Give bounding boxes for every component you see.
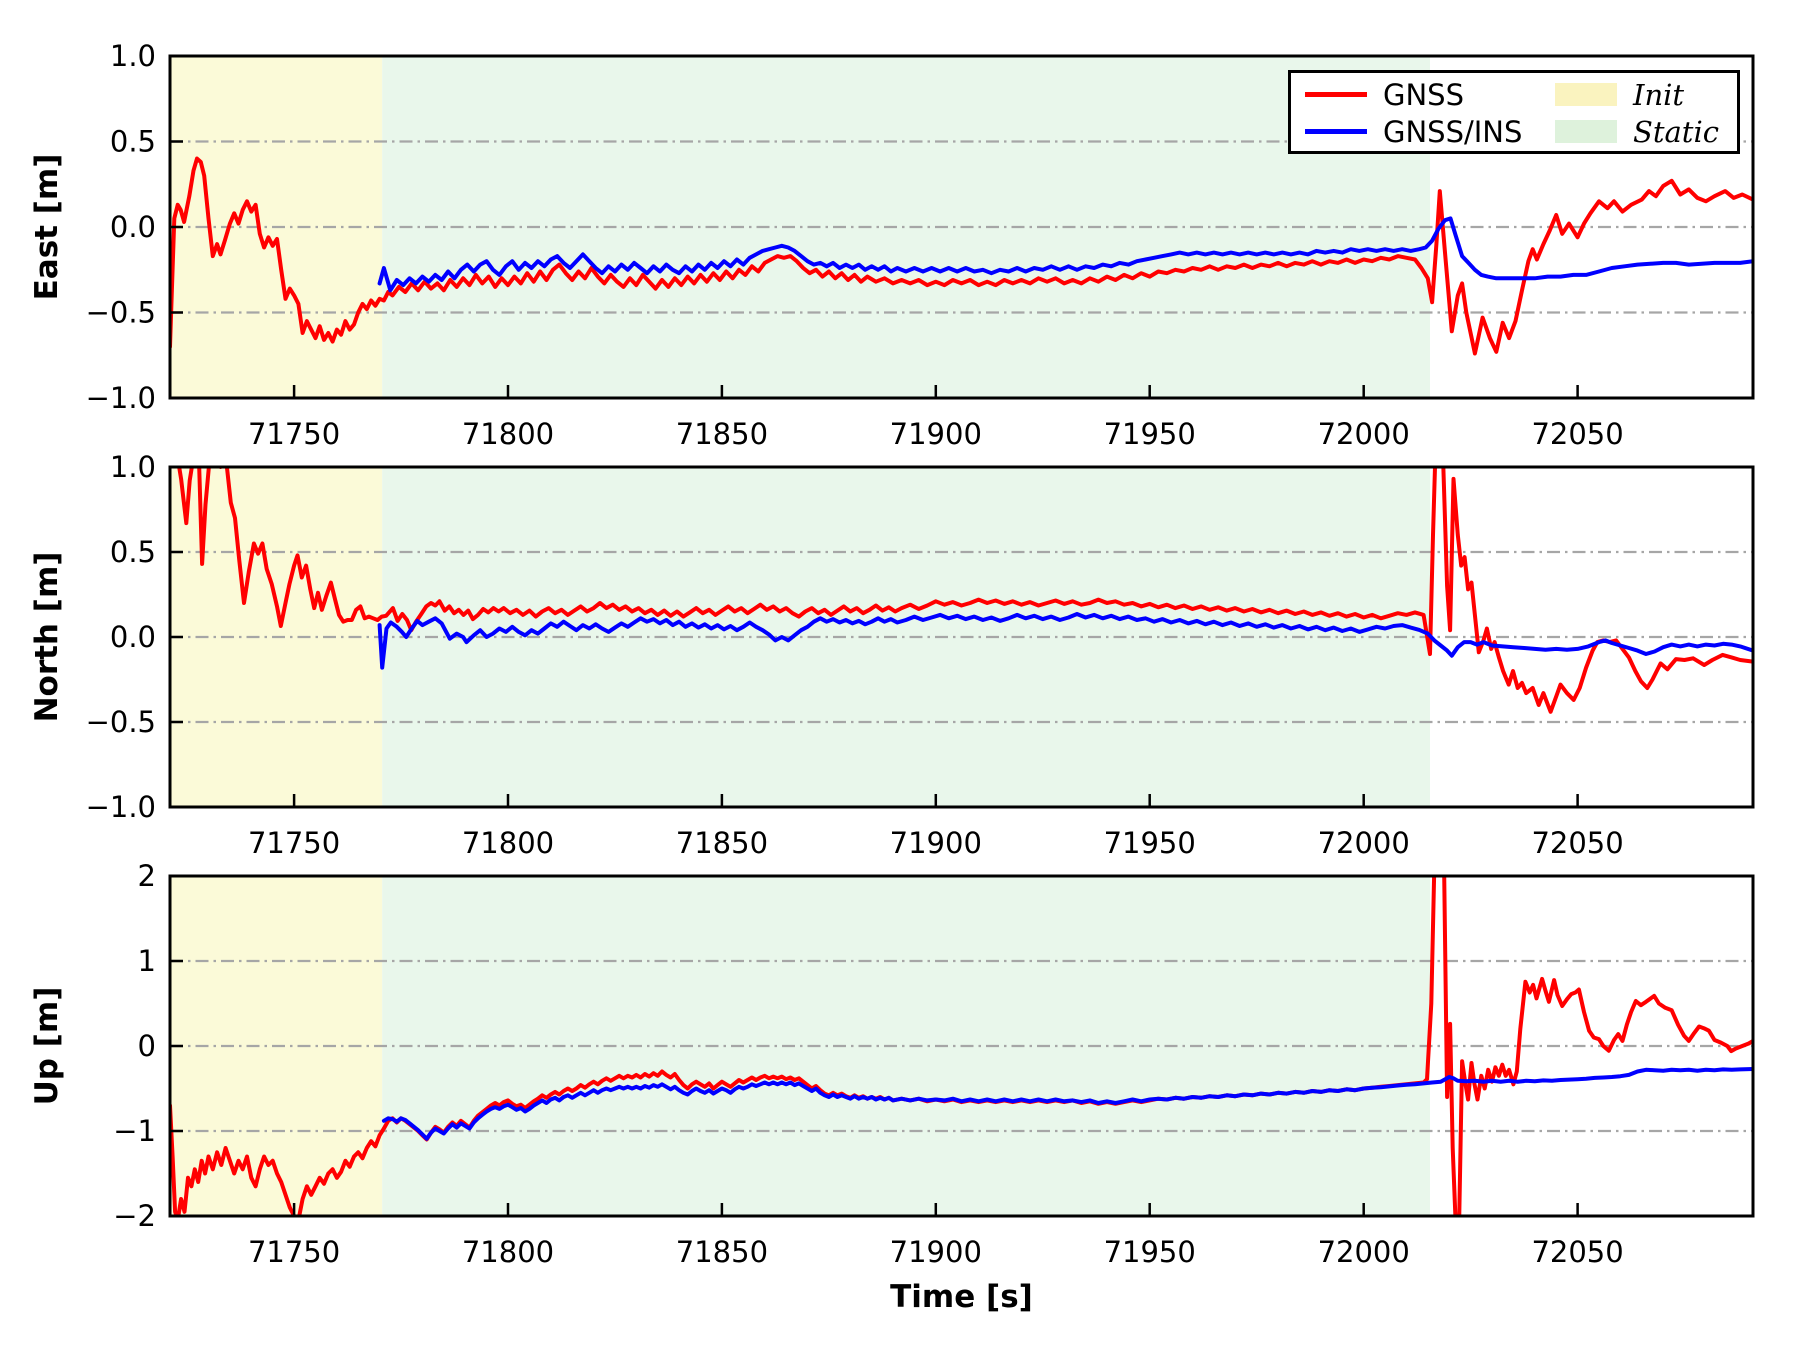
y-tick-label: 1 [138,944,156,978]
y-axis-label: Up [m] [29,987,65,1106]
x-tick-label: 72050 [1531,1235,1623,1269]
x-tick-label: 71900 [890,1235,982,1269]
legend-label-gnss: GNSS [1383,77,1464,112]
static-patch [1555,120,1617,143]
legend-row-2: GNSS/INS Static [1291,113,1737,150]
gnss-ins-series-path [381,1067,1753,1141]
y-axis-label: North [m] [29,552,65,723]
x-tick-label: 72000 [1318,417,1410,451]
y-tick-label: 2 [138,859,156,893]
y-tick-label: −0.5 [86,705,156,739]
y-tick-label: −1.0 [86,381,156,415]
y-tick-label: 1.0 [110,39,156,73]
x-tick-label: 71950 [1104,1235,1196,1269]
gnss-ins-line-sample [1305,129,1367,134]
y-tick-label: −1.0 [86,790,156,824]
x-tick-label: 72000 [1318,826,1410,860]
gnss-ins-series-path [377,216,1753,293]
y-tick-label: 1.0 [110,450,156,484]
y-tick-label: −2 [113,1199,156,1233]
x-tick-label: 71950 [1104,417,1196,451]
x-axis-label: Time [s] [890,1279,1033,1315]
x-tick-label: 71750 [248,417,340,451]
x-tick-label: 71950 [1104,826,1196,860]
init-patch [1555,83,1617,106]
x-tick-label: 72050 [1531,417,1623,451]
x-tick-label: 71800 [462,1235,554,1269]
y-tick-label: −1 [113,1114,156,1148]
legend-label-init: Init [1633,77,1685,112]
y-tick-label: −0.5 [86,296,156,330]
y-tick-label: 0.0 [110,210,156,244]
x-tick-label: 71850 [676,417,768,451]
gnss-series-path [170,876,1753,1216]
y-tick-label: 0.0 [110,620,156,654]
gnss-line-sample [1305,92,1367,97]
gnss-series-path [170,156,1753,356]
y-axis-label: East [m] [29,154,65,301]
gnss-ins-series-path [377,612,1753,670]
legend-label-gnss-ins: GNSS/INS [1383,114,1523,149]
y-tick-label: 0.5 [110,125,156,159]
x-tick-label: 71900 [890,417,982,451]
x-tick-label: 71800 [462,826,554,860]
x-tick-label: 72000 [1318,1235,1410,1269]
legend: GNSS Init GNSS/INS Static [1288,70,1740,154]
x-tick-label: 71750 [248,826,340,860]
x-tick-label: 71850 [676,826,768,860]
y-tick-label: 0 [138,1029,156,1063]
legend-label-static: Static [1633,114,1719,149]
x-tick-label: 71800 [462,417,554,451]
y-tick-label: 0.5 [110,535,156,569]
legend-row-1: GNSS Init [1291,76,1737,113]
x-tick-label: 71900 [890,826,982,860]
x-tick-label: 71750 [248,1235,340,1269]
x-tick-label: 71850 [676,1235,768,1269]
x-tick-label: 72050 [1531,826,1623,860]
